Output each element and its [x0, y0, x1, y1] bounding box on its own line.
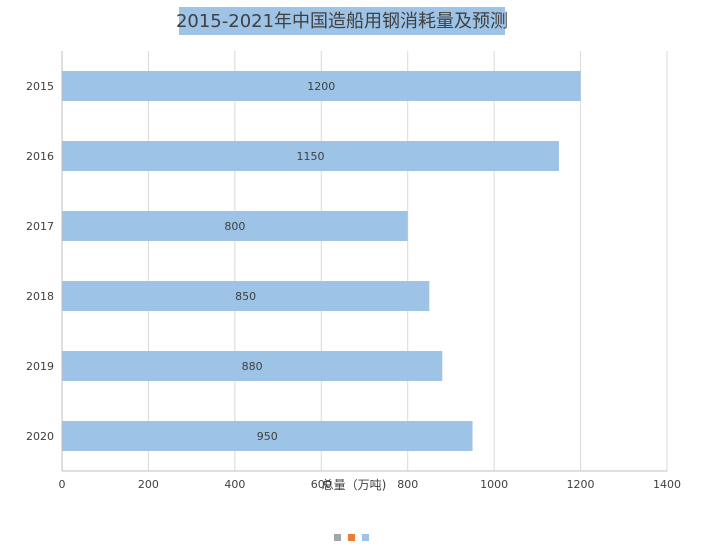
- legend-swatch: [348, 534, 355, 541]
- legend-swatch: [334, 534, 341, 541]
- bars: [62, 71, 581, 451]
- x-tick-label: 1200: [567, 478, 595, 491]
- y-tick-label: 2017: [26, 220, 54, 233]
- chart-title: 2015-2021年中国造船用钢消耗量及预测: [176, 11, 508, 32]
- legend-swatch: [362, 534, 369, 541]
- bar: [62, 421, 473, 451]
- x-tick-label: 1000: [480, 478, 508, 491]
- data-label: 1150: [296, 150, 324, 163]
- y-tick-label: 2018: [26, 290, 54, 303]
- x-tick-label: 1400: [653, 478, 681, 491]
- data-label: 950: [257, 430, 278, 443]
- x-tick-label: 0: [59, 478, 66, 491]
- x-tick-label: 600: [311, 478, 332, 491]
- data-label: 800: [224, 220, 245, 233]
- y-tick-label: 2020: [26, 430, 54, 443]
- x-tick-label: 200: [138, 478, 159, 491]
- bar: [62, 141, 559, 171]
- bar: [62, 71, 581, 101]
- x-tick-label: 800: [397, 478, 418, 491]
- labels: 0 200 400 600 800 1000 1200 1400 2015 1200 2016 115…: [26, 80, 681, 491]
- y-tick-label: 2015: [26, 80, 54, 93]
- data-label: 1200: [307, 80, 335, 93]
- axes: [61, 51, 667, 472]
- gridlines: [147, 51, 668, 471]
- bar: [62, 351, 443, 381]
- chart-title-background: [179, 7, 505, 35]
- x-axis-title: 总量（万吨): [322, 478, 387, 492]
- bar: [62, 211, 408, 241]
- bar: [62, 281, 430, 311]
- chart-title-group: 2015-2021年中国造船用钢消耗量及预测: [176, 7, 508, 35]
- x-tick-label: 400: [224, 478, 245, 491]
- y-tick-label: 2016: [26, 150, 54, 163]
- data-label: 880: [242, 360, 263, 373]
- legend: [334, 534, 369, 541]
- data-label: 850: [235, 290, 256, 303]
- y-tick-label: 2019: [26, 360, 54, 373]
